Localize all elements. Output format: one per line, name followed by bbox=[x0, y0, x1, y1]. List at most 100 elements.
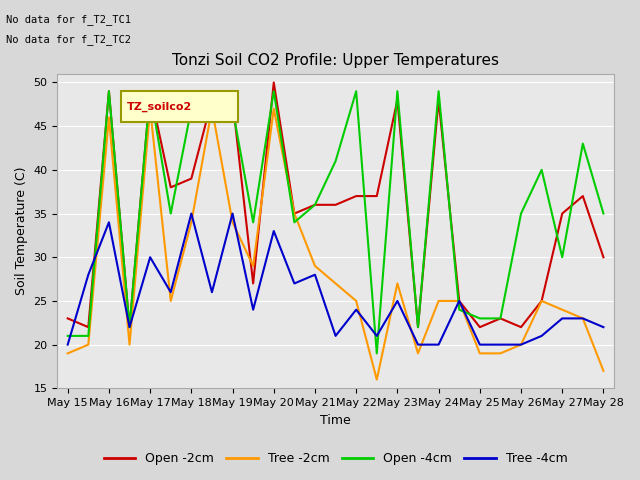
Tree -4cm bbox=[84, 272, 92, 277]
Open -2cm bbox=[579, 193, 587, 199]
Open -2cm bbox=[250, 281, 257, 287]
Open -2cm bbox=[188, 176, 195, 181]
Open -2cm bbox=[538, 298, 545, 304]
Tree -2cm bbox=[188, 219, 195, 225]
Open -4cm bbox=[64, 333, 72, 339]
Tree -2cm bbox=[497, 350, 504, 356]
Open -2cm bbox=[84, 324, 92, 330]
Open -4cm bbox=[353, 88, 360, 94]
Legend: Open -2cm, Tree -2cm, Open -4cm, Tree -4cm: Open -2cm, Tree -2cm, Open -4cm, Tree -4… bbox=[99, 447, 572, 470]
Open -2cm bbox=[600, 254, 607, 260]
Open -4cm bbox=[188, 106, 195, 111]
Tree -2cm bbox=[147, 106, 154, 111]
Title: Tonzi Soil CO2 Profile: Upper Temperatures: Tonzi Soil CO2 Profile: Upper Temperatur… bbox=[172, 53, 499, 68]
Open -4cm bbox=[435, 88, 442, 94]
Tree -4cm bbox=[167, 289, 175, 295]
Tree -2cm bbox=[394, 281, 401, 287]
Open -2cm bbox=[476, 324, 484, 330]
Line: Open -2cm: Open -2cm bbox=[68, 83, 604, 327]
Open -4cm bbox=[270, 88, 278, 94]
Open -4cm bbox=[167, 211, 175, 216]
Tree -4cm bbox=[538, 333, 545, 339]
Tree -4cm bbox=[497, 342, 504, 348]
Open -4cm bbox=[538, 167, 545, 173]
Open -4cm bbox=[373, 350, 381, 356]
Tree -2cm bbox=[435, 298, 442, 304]
Tree -2cm bbox=[579, 315, 587, 321]
Open -4cm bbox=[579, 141, 587, 146]
Open -4cm bbox=[208, 97, 216, 103]
Tree -4cm bbox=[188, 211, 195, 216]
Tree -2cm bbox=[228, 219, 236, 225]
Open -2cm bbox=[414, 324, 422, 330]
Tree -4cm bbox=[228, 211, 236, 216]
Tree -2cm bbox=[353, 298, 360, 304]
Y-axis label: Soil Temperature (C): Soil Temperature (C) bbox=[15, 167, 28, 295]
FancyBboxPatch shape bbox=[122, 91, 238, 122]
Tree -4cm bbox=[414, 342, 422, 348]
Open -2cm bbox=[167, 184, 175, 190]
Open -2cm bbox=[105, 88, 113, 94]
Text: No data for f_T2_TC1: No data for f_T2_TC1 bbox=[6, 14, 131, 25]
Tree -2cm bbox=[64, 350, 72, 356]
Tree -2cm bbox=[373, 377, 381, 383]
Line: Tree -2cm: Tree -2cm bbox=[68, 108, 604, 380]
Tree -4cm bbox=[125, 324, 133, 330]
Open -4cm bbox=[497, 315, 504, 321]
Tree -4cm bbox=[558, 315, 566, 321]
Open -2cm bbox=[147, 88, 154, 94]
Open -4cm bbox=[228, 106, 236, 111]
Open -4cm bbox=[414, 324, 422, 330]
Tree -2cm bbox=[270, 106, 278, 111]
Tree -4cm bbox=[208, 289, 216, 295]
Open -2cm bbox=[125, 324, 133, 330]
Open -2cm bbox=[497, 315, 504, 321]
Open -4cm bbox=[558, 254, 566, 260]
Tree -2cm bbox=[291, 211, 298, 216]
Open -4cm bbox=[394, 88, 401, 94]
Open -2cm bbox=[228, 97, 236, 103]
Tree -4cm bbox=[456, 298, 463, 304]
Tree -4cm bbox=[64, 342, 72, 348]
Open -4cm bbox=[147, 88, 154, 94]
Tree -4cm bbox=[311, 272, 319, 277]
Tree -2cm bbox=[476, 350, 484, 356]
Tree -4cm bbox=[105, 219, 113, 225]
Text: TZ_soilco2: TZ_soilco2 bbox=[127, 102, 192, 112]
Open -2cm bbox=[332, 202, 339, 208]
Tree -2cm bbox=[517, 342, 525, 348]
Tree -4cm bbox=[517, 342, 525, 348]
Tree -2cm bbox=[332, 281, 339, 287]
Tree -2cm bbox=[167, 298, 175, 304]
Open -4cm bbox=[476, 315, 484, 321]
Tree -2cm bbox=[311, 263, 319, 269]
Tree -2cm bbox=[125, 342, 133, 348]
Tree -2cm bbox=[456, 298, 463, 304]
Open -2cm bbox=[456, 298, 463, 304]
Open -2cm bbox=[373, 193, 381, 199]
Text: No data for f_T2_TC2: No data for f_T2_TC2 bbox=[6, 34, 131, 45]
Open -4cm bbox=[517, 211, 525, 216]
Open -2cm bbox=[64, 315, 72, 321]
Tree -2cm bbox=[600, 368, 607, 374]
Tree -2cm bbox=[558, 307, 566, 312]
Open -2cm bbox=[208, 97, 216, 103]
Tree -2cm bbox=[208, 106, 216, 111]
Tree -4cm bbox=[332, 333, 339, 339]
Open -2cm bbox=[353, 193, 360, 199]
Tree -4cm bbox=[373, 333, 381, 339]
Tree -2cm bbox=[105, 115, 113, 120]
Tree -4cm bbox=[270, 228, 278, 234]
Open -4cm bbox=[105, 88, 113, 94]
Tree -2cm bbox=[84, 342, 92, 348]
Open -4cm bbox=[332, 158, 339, 164]
Open -4cm bbox=[600, 211, 607, 216]
Tree -4cm bbox=[476, 342, 484, 348]
Open -2cm bbox=[270, 80, 278, 85]
Open -4cm bbox=[84, 333, 92, 339]
Tree -4cm bbox=[600, 324, 607, 330]
Tree -4cm bbox=[250, 307, 257, 312]
Open -2cm bbox=[558, 211, 566, 216]
Tree -2cm bbox=[538, 298, 545, 304]
Open -4cm bbox=[291, 219, 298, 225]
